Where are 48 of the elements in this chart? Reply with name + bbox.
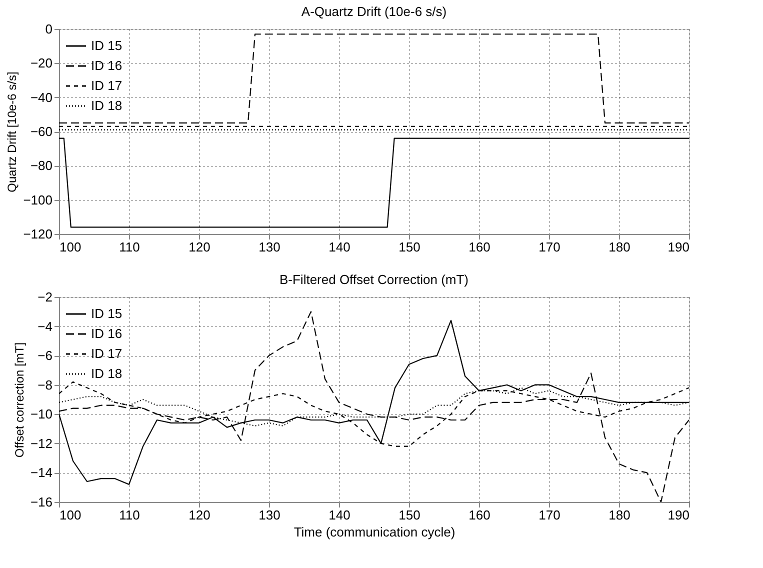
x-tick-label: 100 (60, 508, 82, 522)
x-tick-label: 100 (60, 240, 82, 254)
y-axis-title: Offset correction [mT] (12, 342, 26, 458)
x-tick-label: 130 (258, 508, 280, 522)
x-tick-label: 150 (398, 508, 420, 522)
y-tick-label: −4 (38, 318, 52, 334)
legend-label: ID 18 (91, 366, 122, 381)
x-tick-label: 180 (608, 240, 630, 254)
y-tick-label: −12 (30, 436, 52, 451)
y-tick-label: −120 (23, 226, 52, 242)
y-tick-label: −60 (30, 124, 52, 139)
legend-label: ID 17 (91, 78, 122, 93)
legend-label: ID 17 (91, 346, 122, 361)
x-tick-label: 190 (668, 508, 690, 522)
x-tick-label: 160 (468, 508, 490, 522)
x-tick-label: 140 (328, 508, 350, 522)
y-tick-label: −20 (30, 56, 52, 71)
y-tick-label: −16 (30, 494, 52, 510)
y-tick-label: −8 (38, 377, 52, 392)
legend-label: ID 16 (91, 58, 122, 73)
y-tick-label: −10 (30, 406, 52, 422)
y-tick-label: −100 (23, 192, 52, 208)
x-tick-label: 180 (608, 508, 630, 522)
y-tick-label: −6 (38, 348, 52, 364)
x-tick-label: 120 (188, 240, 210, 254)
x-tick-label: 120 (188, 508, 210, 522)
y-tick-label: −80 (30, 158, 52, 174)
x-tick-label: 110 (119, 508, 140, 522)
chart-title: A-Quartz Drift (10e-6 s/s) (301, 4, 447, 19)
x-tick-label: 160 (468, 240, 490, 254)
y-tick-label: −14 (30, 465, 52, 480)
x-tick-label: 170 (538, 240, 560, 254)
legend-label: ID 15 (91, 38, 122, 53)
legend-label: ID 18 (91, 98, 122, 113)
x-tick-label: 170 (538, 508, 560, 522)
y-axis-title: Quartz Drift [10e-6 s/s] (5, 72, 20, 192)
y-tick-label: −40 (30, 90, 52, 105)
x-tick-label: 190 (668, 240, 690, 254)
chart-title: B-Filtered Offset Correction (mT) (279, 272, 469, 287)
legend-label: ID 15 (91, 306, 122, 321)
legend-label: ID 16 (91, 326, 122, 341)
x-tick-label: 110 (119, 240, 140, 254)
x-tick-label: 140 (328, 240, 350, 254)
x-tick-label: 150 (398, 240, 420, 254)
y-tick-label: 0 (45, 22, 52, 36)
x-axis-title: Time (communication cycle) (294, 524, 456, 540)
y-tick-label: −2 (38, 290, 52, 304)
x-tick-label: 130 (258, 240, 280, 254)
